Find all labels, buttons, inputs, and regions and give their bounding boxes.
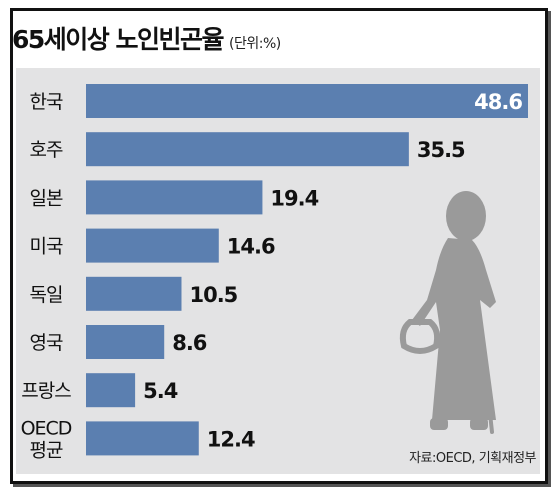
bar	[86, 421, 199, 456]
category-label: OECD 평균	[21, 417, 72, 461]
value-label: 35.5	[417, 138, 465, 162]
bar	[86, 373, 136, 408]
bar	[86, 132, 409, 167]
category-label: 프랑스	[21, 380, 71, 402]
category-label: 호주	[30, 139, 63, 161]
category-label: 미국	[30, 236, 63, 258]
value-label: 14.6	[227, 235, 275, 259]
value-label: 19.4	[270, 186, 318, 210]
source-note: 자료:OECD, 기획재정부	[409, 451, 536, 466]
value-label: 10.5	[189, 283, 237, 307]
category-label: 독일	[30, 284, 63, 306]
value-label: 5.4	[143, 379, 178, 403]
bar	[86, 325, 165, 359]
unit-label: (단위:%)	[229, 36, 281, 52]
bar	[86, 180, 263, 215]
bar	[86, 228, 219, 263]
value-label: 48.6	[474, 90, 522, 114]
chart-title: 65세이상 노인빈곤율 (단위:%)	[12, 25, 281, 54]
value-label: 8.6	[172, 331, 207, 355]
category-label: 한국	[30, 91, 63, 113]
elderly-woman-silhouette	[399, 191, 496, 434]
category-label: 일본	[30, 187, 63, 209]
category-label: 영국	[30, 332, 63, 354]
bars-group: 한국 48.6 호주 35.5 일본 19.4 미국 14.6 독일 10.5 영국 8.6 프랑스 5.…	[21, 84, 528, 461]
value-label: 12.4	[207, 427, 255, 451]
bar	[86, 84, 528, 118]
bar	[86, 276, 182, 311]
